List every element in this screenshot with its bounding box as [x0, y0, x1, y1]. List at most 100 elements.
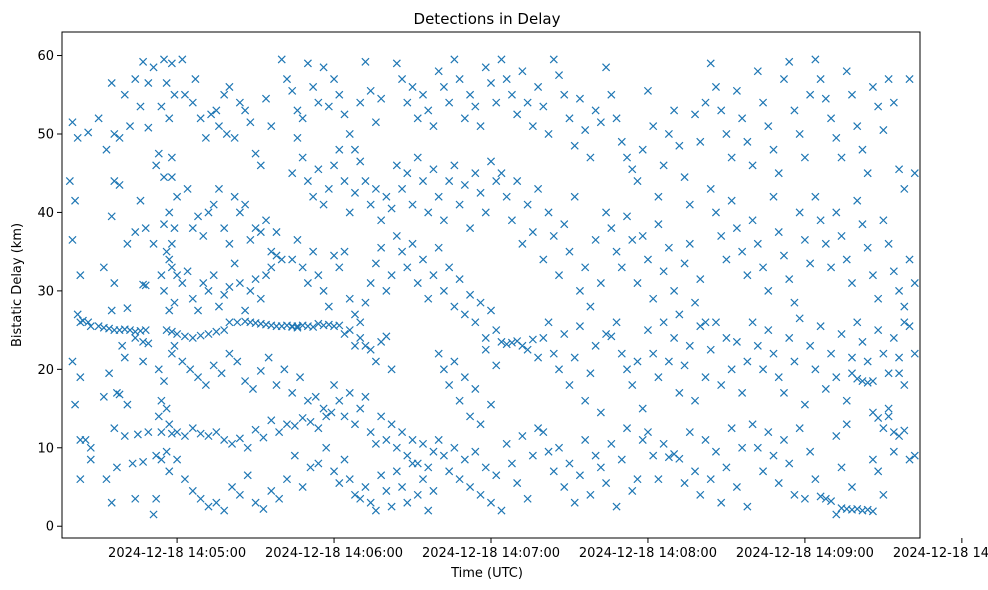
data-point [256, 294, 265, 303]
data-point [748, 318, 757, 327]
data-point [246, 118, 255, 127]
data-point [816, 216, 825, 225]
data-point [256, 366, 265, 375]
data-point [565, 247, 574, 256]
data-point [356, 333, 365, 342]
data-point [139, 337, 148, 346]
data-point [335, 145, 344, 154]
data-point [455, 200, 464, 209]
data-point [895, 286, 904, 295]
data-point [696, 137, 705, 146]
data-point [455, 475, 464, 484]
data-point [910, 279, 919, 288]
data-point [691, 298, 700, 307]
data-point [481, 333, 490, 342]
data-point [86, 443, 95, 452]
data-point [691, 110, 700, 119]
data-point [403, 169, 412, 178]
data-point [685, 200, 694, 209]
data-point [290, 451, 299, 460]
data-point [534, 353, 543, 362]
data-point [340, 247, 349, 256]
data-point [539, 102, 548, 111]
data-point [173, 192, 182, 201]
data-point [502, 340, 511, 349]
data-point [262, 216, 271, 225]
data-point [617, 137, 626, 146]
data-point [858, 337, 867, 346]
data-point [141, 281, 150, 290]
data-point [670, 333, 679, 342]
data-point [732, 337, 741, 346]
data-point [107, 78, 116, 88]
data-point [659, 161, 668, 170]
data-point [356, 404, 365, 413]
data-point [853, 374, 862, 383]
data-point [429, 271, 438, 280]
data-point [306, 463, 315, 472]
data-point [167, 173, 176, 182]
data-point [81, 435, 90, 444]
data-point [220, 326, 229, 335]
data-point [575, 322, 584, 331]
data-point [481, 463, 490, 472]
data-point [413, 279, 422, 288]
data-point [779, 251, 788, 260]
data-point [868, 507, 877, 516]
data-point [392, 231, 401, 240]
data-point [408, 239, 417, 248]
data-point [188, 294, 197, 303]
data-point [209, 361, 218, 370]
data-point [319, 286, 328, 295]
data-point [790, 106, 799, 115]
data-point [235, 208, 244, 217]
data-point [858, 377, 867, 386]
y-tick-label: 20 [37, 363, 54, 378]
data-point [539, 255, 548, 264]
data-point [518, 67, 527, 76]
data-point [633, 177, 642, 186]
data-point [753, 67, 762, 76]
data-point [785, 275, 794, 284]
data-point [392, 443, 401, 452]
data-point [596, 463, 605, 472]
data-point [288, 86, 297, 95]
data-point [408, 459, 417, 468]
data-point [68, 235, 77, 244]
data-point [165, 467, 174, 476]
data-point [701, 98, 710, 107]
data-point [429, 447, 438, 456]
data-point [654, 475, 663, 484]
data-point [167, 239, 176, 248]
data-point [900, 380, 909, 390]
data-point [628, 165, 637, 174]
data-point [769, 451, 778, 460]
data-point [497, 337, 506, 346]
data-point [779, 75, 788, 84]
data-point [727, 196, 736, 205]
data-point [309, 82, 318, 91]
data-point [212, 106, 221, 115]
data-point [827, 349, 836, 358]
data-point [586, 369, 595, 378]
x-tick-label: 2024-12-18 14:05:00 [108, 546, 246, 561]
data-point [277, 255, 286, 264]
data-point [413, 490, 422, 499]
data-point [167, 429, 176, 438]
data-point [581, 126, 590, 135]
data-point [549, 55, 558, 64]
data-point [429, 165, 438, 174]
data-point [680, 361, 689, 370]
data-point [696, 322, 705, 331]
data-point [680, 479, 689, 488]
data-point [382, 486, 391, 495]
data-point [732, 482, 741, 492]
data-point [596, 118, 605, 127]
data-point [738, 114, 747, 123]
data-point [246, 235, 255, 244]
data-point [327, 408, 336, 417]
data-point [827, 263, 836, 272]
data-point [167, 263, 176, 272]
data-point [575, 286, 584, 295]
x-axis: 2024-12-18 14:05:00 2024-12-18 14:06:00 20… [108, 538, 988, 561]
